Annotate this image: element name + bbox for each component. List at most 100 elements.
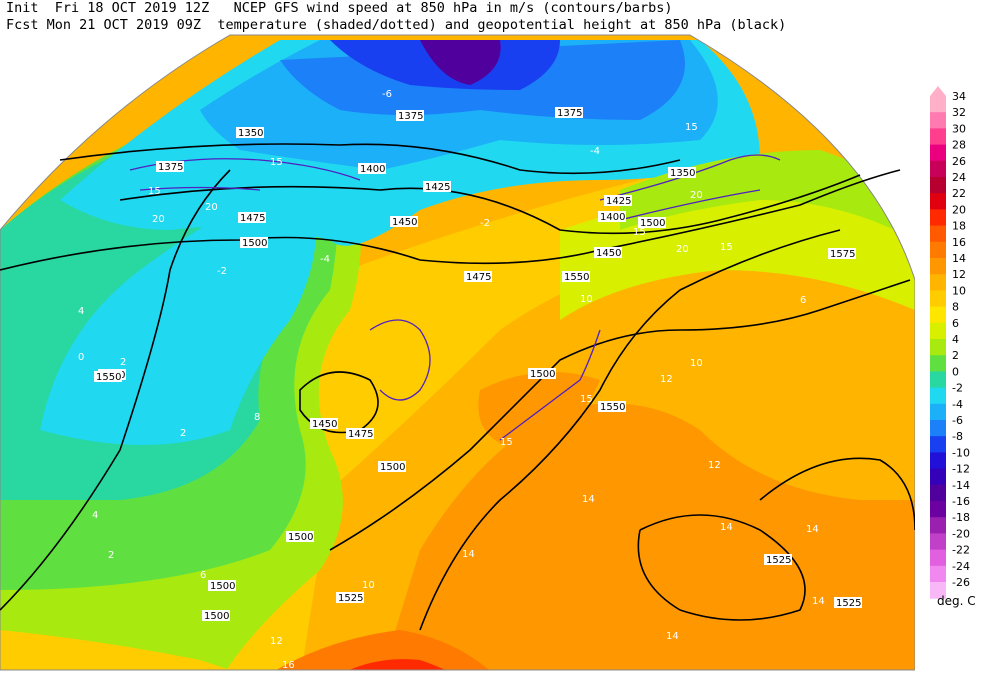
temp-label: 14 xyxy=(806,524,819,535)
speed-label: 15 xyxy=(685,122,698,133)
height-label-text: 1500 xyxy=(288,532,313,543)
height-label: 1475 xyxy=(238,212,266,224)
temp-label: 12 xyxy=(270,636,283,647)
height-label: 1350 xyxy=(236,127,264,139)
temp-label: 10 xyxy=(362,580,375,591)
height-label-text: 1550 xyxy=(96,372,121,383)
height-label: 1475 xyxy=(464,271,492,283)
colorbar-label: 32 xyxy=(952,106,966,119)
colorbar-label: -14 xyxy=(952,479,970,492)
height-label-text: 1525 xyxy=(766,555,791,566)
colorbar-label: -6 xyxy=(952,414,963,427)
height-label: 1500 xyxy=(638,217,666,229)
temperature-field xyxy=(0,35,915,670)
height-label: 1475 xyxy=(346,428,374,440)
height-label-text: 1525 xyxy=(338,593,363,604)
height-label: 1500 xyxy=(528,368,556,380)
temp-label: 2 xyxy=(180,428,186,439)
colorbar-swatch xyxy=(930,452,946,470)
height-label: 1375 xyxy=(396,110,424,122)
height-label: 1550 xyxy=(562,271,590,283)
colorbar-swatch xyxy=(930,533,946,551)
colorbar-label: 0 xyxy=(952,365,959,378)
height-labels: 1575 1500 1550 1550 1525 1525 1500 1475 … xyxy=(94,107,862,622)
height-label-text: 1475 xyxy=(348,429,373,440)
speed-label: 15 xyxy=(270,157,283,168)
temp-label: 14 xyxy=(720,522,733,533)
colorbar-swatch xyxy=(930,501,946,518)
colorbar-label: -18 xyxy=(952,511,970,524)
colorbar-label: 22 xyxy=(952,187,966,200)
height-label: 1500 xyxy=(208,580,236,592)
colorbar-swatch xyxy=(930,549,946,567)
colorbar-label: -16 xyxy=(952,495,970,508)
height-label: 1425 xyxy=(604,195,632,207)
colorbar-label: -2 xyxy=(952,382,963,395)
speed-label: 15 xyxy=(633,227,646,238)
colorbar-swatch xyxy=(930,96,946,113)
height-label: 1375 xyxy=(555,107,583,119)
colorbar-label: -10 xyxy=(952,446,970,459)
colorbar-label: -24 xyxy=(952,560,970,573)
height-label: 1450 xyxy=(390,216,418,228)
height-label: 1400 xyxy=(598,211,626,223)
height-label: 1500 xyxy=(240,237,268,249)
colorbar-swatch xyxy=(930,274,946,291)
temp-label: 10 xyxy=(580,294,593,305)
height-label-text: 1550 xyxy=(600,402,625,413)
colorbar-label: 12 xyxy=(952,268,966,281)
height-label-text: 1450 xyxy=(312,419,337,430)
temp-label: 8 xyxy=(254,412,260,423)
colorbar-label: 8 xyxy=(952,301,959,314)
temp-label: 10 xyxy=(690,358,703,369)
height-label-text: 1475 xyxy=(466,272,491,283)
temp-label: -2 xyxy=(217,266,227,277)
colorbar-swatch xyxy=(930,387,946,405)
colorbar-swatch xyxy=(930,420,946,437)
colorbar-swatch xyxy=(930,355,946,372)
height-label-text: 1375 xyxy=(158,162,183,173)
temp-label: 12 xyxy=(708,460,721,471)
temp-label: 4 xyxy=(78,306,84,317)
speed-label: 15 xyxy=(720,242,733,253)
height-label-text: 1450 xyxy=(392,217,417,228)
colorbar-swatch xyxy=(930,112,946,129)
height-label: 1400 xyxy=(358,163,386,175)
height-label-text: 1450 xyxy=(596,248,621,259)
height-label: 1450 xyxy=(594,247,622,259)
colorbar-label: 28 xyxy=(952,139,966,152)
speed-labels: 15 20 15 20 15 20 15 15 15 15 20 xyxy=(148,122,733,448)
temperature-labels: 2 0 -2 -4 -6 4 6 8 10 12 14 14 14 12 10 … xyxy=(78,89,825,671)
colorbar-swatch xyxy=(930,582,946,599)
temp-label: 2 xyxy=(108,550,114,561)
colorbar-labels: 3432302826242220181614121086420-2-4-6-8-… xyxy=(952,90,970,589)
speed-label: 20 xyxy=(676,244,689,255)
temperature-colorbar: 3432302826242220181614121086420-2-4-6-8-… xyxy=(930,86,970,599)
colorbar-label: -12 xyxy=(952,463,970,476)
height-label-text: 1350 xyxy=(238,128,263,139)
colorbar-label: 26 xyxy=(952,155,966,168)
speed-label: 15 xyxy=(500,437,513,448)
temp-label: 14 xyxy=(812,596,825,607)
height-label: 1525 xyxy=(834,597,862,609)
temp-label: 12 xyxy=(660,374,673,385)
height-label-text: 1525 xyxy=(836,598,861,609)
height-label: 1525 xyxy=(764,554,792,566)
colorbar-swatch xyxy=(930,468,946,486)
temp-label: 14 xyxy=(666,631,679,642)
height-label-text: 1400 xyxy=(360,164,385,175)
colorbar-swatch xyxy=(930,290,946,308)
height-label-text: 1375 xyxy=(557,108,582,119)
colorbar-label: 6 xyxy=(952,317,959,330)
temp-label: -6 xyxy=(382,89,392,100)
colorbar-swatch xyxy=(930,160,946,178)
height-label: 1500 xyxy=(202,610,230,622)
colorbar-label: 24 xyxy=(952,171,966,184)
height-label-text: 1475 xyxy=(240,213,265,224)
temp-label: -4 xyxy=(320,254,330,265)
height-label: 1550 xyxy=(598,401,626,413)
colorbar-swatch xyxy=(930,258,946,275)
colorbar-label: -4 xyxy=(952,398,963,411)
colorbar-swatch xyxy=(930,225,946,243)
height-label-text: 1350 xyxy=(670,168,695,179)
